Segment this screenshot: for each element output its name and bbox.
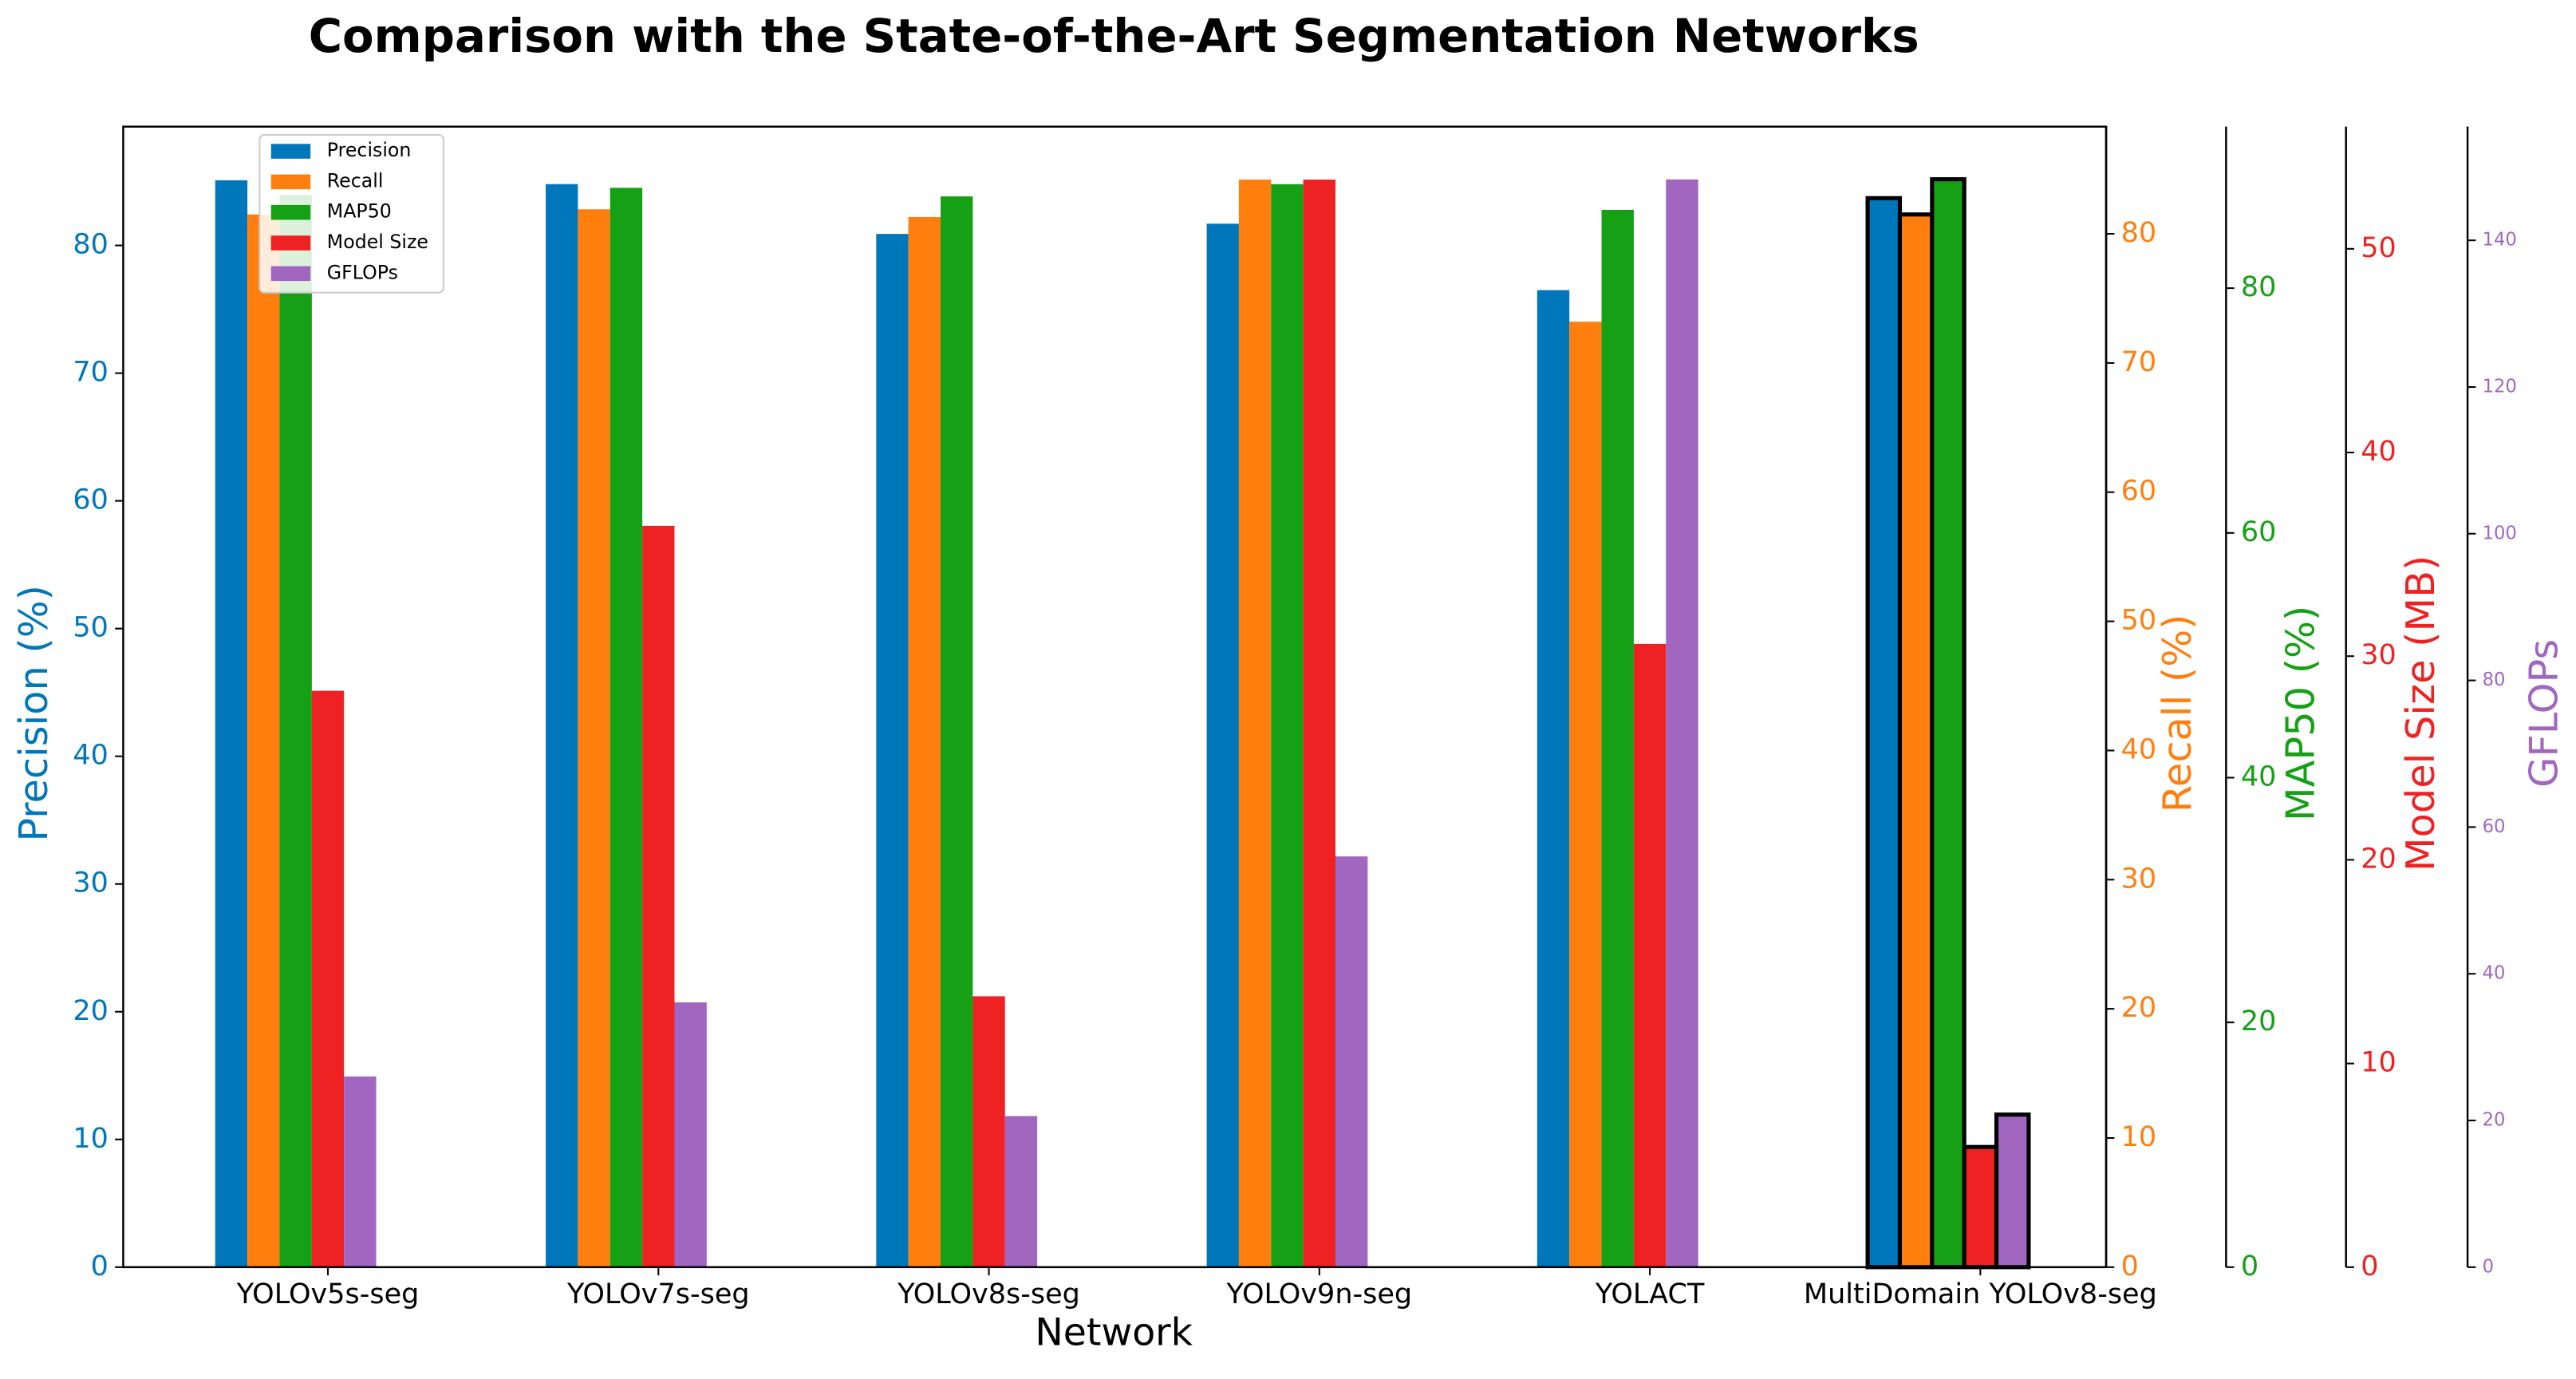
legend-label: MAP50 <box>327 200 392 223</box>
y-tick-label: 10 <box>2121 1121 2157 1153</box>
y-tick-label: 60 <box>73 484 108 516</box>
y-tick-label: 0 <box>2361 1251 2378 1282</box>
legend-swatch <box>270 266 311 282</box>
y-tick-label: 10 <box>73 1123 108 1155</box>
bar <box>972 996 1005 1267</box>
y-tick-label: 30 <box>2121 863 2157 895</box>
y-tick-label: 20 <box>2483 1110 2506 1131</box>
bar <box>279 195 312 1267</box>
x-axis-label: Network <box>1035 1310 1193 1354</box>
y-tick-label: 80 <box>2121 217 2157 249</box>
bar <box>1537 290 1570 1267</box>
bar <box>1865 196 1903 1270</box>
y-tick-label: 60 <box>2241 516 2277 548</box>
y-tick-label: 40 <box>2483 963 2506 984</box>
bar <box>344 1076 377 1267</box>
bar <box>674 1002 707 1267</box>
bar <box>1666 179 1698 1267</box>
y-tick-label: 120 <box>2483 376 2517 397</box>
legend-swatch <box>270 204 311 220</box>
y-axis-label: Precision (%) <box>10 585 57 842</box>
y-tick-label: 0 <box>2121 1251 2139 1282</box>
y-tick-label: 50 <box>2121 605 2157 637</box>
y-tick-label: 30 <box>73 867 108 899</box>
y-tick-label: 40 <box>2361 436 2397 468</box>
y-tick-label: 80 <box>2241 271 2277 303</box>
y-tick-label: 40 <box>2241 761 2277 792</box>
y-tick-label: 0 <box>91 1251 108 1282</box>
y-tick-label: 50 <box>73 612 108 644</box>
y-tick-label: 20 <box>73 995 108 1027</box>
bar <box>609 188 643 1267</box>
y-tick-label: 70 <box>73 357 108 389</box>
plot-frame <box>122 125 2108 1269</box>
bar <box>578 209 610 1267</box>
x-tick-label: YOLOv7s-seg <box>566 1278 750 1310</box>
x-tick-label: YOLOv9n-seg <box>1226 1278 1413 1310</box>
y-tick-label: 80 <box>73 229 108 261</box>
y-axis-label: Recall (%) <box>2154 614 2200 813</box>
y-tick-label: 70 <box>2121 346 2157 378</box>
bar <box>1994 1112 2031 1270</box>
legend-label: Precision <box>327 139 412 161</box>
chart-title: Comparison with the State-of-the-Art Seg… <box>309 9 1919 63</box>
bar <box>1303 180 1336 1267</box>
bar <box>546 184 578 1267</box>
legend-box <box>258 133 445 294</box>
bar <box>311 690 345 1267</box>
legend-swatch <box>270 174 311 190</box>
bar <box>1206 223 1239 1267</box>
y-tick-label: 80 <box>2483 670 2506 690</box>
legend-swatch <box>270 235 311 251</box>
legend: Precision Recall MAP50 Model Size GFLOPs <box>258 133 445 294</box>
bar <box>247 214 280 1267</box>
bar <box>1238 180 1272 1267</box>
bar <box>941 196 973 1267</box>
bar <box>1601 209 1634 1267</box>
y-tick-label: 0 <box>2483 1256 2494 1277</box>
y-tick-label: 20 <box>2361 843 2397 875</box>
bar <box>1271 184 1304 1267</box>
y-tick-label: 60 <box>2121 476 2157 508</box>
bar <box>876 234 909 1267</box>
y-tick-label: 0 <box>2241 1251 2258 1282</box>
bar <box>1335 856 1368 1267</box>
y-axis-label: MAP50 (%) <box>2278 606 2324 821</box>
y-axis-label: Model Size (MB) <box>2397 555 2444 871</box>
y-axis-label: GFLOPs <box>2520 639 2566 788</box>
bar <box>1004 1116 1038 1267</box>
x-tick-label: YOLACT <box>1595 1278 1705 1310</box>
y-tick-label: 40 <box>73 740 108 772</box>
bar <box>1930 177 1967 1270</box>
legend-label: GFLOPs <box>327 261 398 283</box>
legend-label: Model Size <box>327 231 428 253</box>
y-tick-label: 10 <box>2361 1047 2397 1079</box>
x-tick-label: MultiDomain YOLOv8-seg <box>1804 1278 2157 1310</box>
bar <box>1897 212 1935 1270</box>
bar <box>1633 643 1667 1267</box>
y-tick-label: 100 <box>2483 523 2517 543</box>
y-tick-label: 140 <box>2483 230 2517 251</box>
y-tick-label: 20 <box>2121 992 2157 1024</box>
y-tick-label: 30 <box>2361 639 2397 671</box>
y-tick-label: 60 <box>2483 816 2506 837</box>
bar <box>908 216 941 1267</box>
y-tick-label: 50 <box>2361 232 2397 264</box>
bar <box>215 180 248 1267</box>
bar <box>642 525 675 1267</box>
x-tick-label: YOLOv8s-seg <box>897 1278 1080 1310</box>
y-tick-label: 40 <box>2121 733 2157 765</box>
legend-label: Recall <box>327 169 384 192</box>
bar <box>1569 322 1602 1267</box>
legend-swatch <box>270 144 311 159</box>
x-tick-label: YOLOv5s-seg <box>236 1278 420 1310</box>
bar <box>1962 1144 1999 1270</box>
y-tick-label: 20 <box>2241 1006 2277 1037</box>
